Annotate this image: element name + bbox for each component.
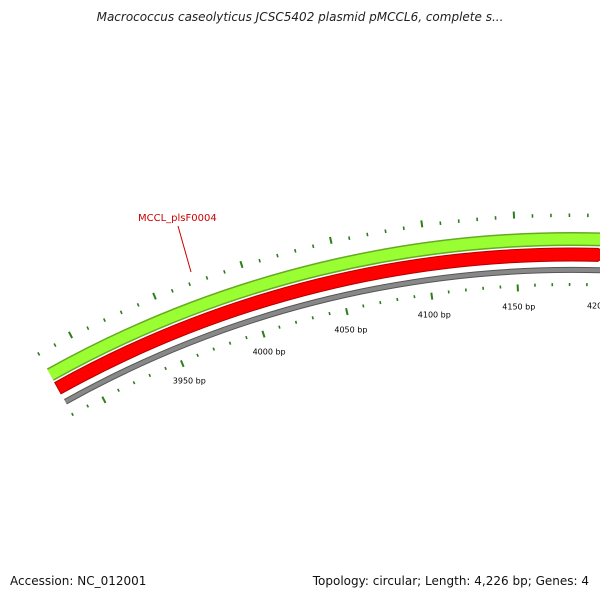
gene-label: MCCL_plsF0004 bbox=[138, 213, 217, 224]
inner-major-tick bbox=[101, 396, 107, 404]
accession-value: NC_012001 bbox=[77, 574, 147, 588]
outer-minor-tick bbox=[119, 310, 123, 315]
inner-tick-marks bbox=[71, 283, 588, 417]
accession-info: Accession: NC_012001 bbox=[10, 574, 146, 588]
outer-minor-tick bbox=[223, 269, 226, 274]
outer-minor-tick bbox=[86, 326, 90, 331]
tick-labels: 3950 bp 4000 bp 4050 bp 4100 bp 4150 bp 4200 … bbox=[173, 302, 600, 386]
gene-track bbox=[54, 247, 600, 395]
outer-major-tick bbox=[420, 220, 424, 228]
inner-minor-tick bbox=[396, 297, 399, 302]
genes-label: Genes: bbox=[535, 574, 578, 588]
length-label: Length: bbox=[425, 574, 471, 588]
genes-value: 4 bbox=[581, 574, 589, 588]
inner-major-tick bbox=[430, 292, 434, 300]
outer-minor-tick bbox=[348, 236, 351, 241]
gc-content-track bbox=[46, 232, 600, 381]
topology-value: circular bbox=[372, 574, 418, 588]
outer-minor-tick bbox=[311, 244, 315, 249]
tick-label-3950: 3950 bp bbox=[173, 377, 206, 386]
inner-major-tick bbox=[261, 330, 266, 338]
outer-minor-tick bbox=[103, 318, 106, 323]
outer-minor-tick bbox=[188, 282, 191, 287]
outer-minor-tick bbox=[276, 253, 279, 258]
inner-major-tick bbox=[345, 307, 349, 316]
inner-minor-tick bbox=[71, 412, 74, 417]
genome-summary: Topology: circular; Length: 4,226 bp; Ge… bbox=[312, 574, 589, 588]
outer-minor-tick bbox=[53, 343, 57, 347]
length-value: 4,226 bp bbox=[474, 574, 528, 588]
outer-major-tick bbox=[329, 236, 333, 244]
tick-label-4050: 4050 bp bbox=[334, 326, 367, 335]
gene-label-group: MCCL_plsF0004 bbox=[138, 213, 217, 273]
inner-minor-tick bbox=[362, 304, 365, 308]
inner-minor-tick bbox=[328, 311, 331, 316]
outer-minor-tick bbox=[205, 275, 209, 280]
tick-label-4000: 4000 bp bbox=[253, 348, 286, 357]
inner-minor-tick bbox=[164, 366, 167, 371]
gene-label-leader-line bbox=[177, 225, 192, 273]
outer-minor-tick bbox=[384, 229, 387, 234]
inner-minor-tick bbox=[294, 320, 298, 324]
inner-minor-tick bbox=[196, 353, 199, 357]
outer-minor-tick bbox=[402, 226, 405, 231]
outer-major-tick bbox=[68, 331, 74, 339]
inner-minor-tick bbox=[117, 388, 120, 392]
tick-label-4150: 4150 bp bbox=[502, 302, 535, 311]
outer-major-tick bbox=[152, 292, 157, 300]
outer-minor-tick bbox=[294, 248, 297, 253]
backbone-ring-edge bbox=[63, 267, 600, 405]
backbone-ring bbox=[63, 267, 600, 405]
outer-minor-tick bbox=[170, 288, 174, 293]
inner-minor-tick bbox=[311, 316, 314, 320]
tick-label-4100: 4100 bp bbox=[418, 311, 451, 320]
inner-minor-tick bbox=[86, 404, 90, 408]
gene-arrow-mccl-plsf0004 bbox=[54, 247, 600, 395]
inner-minor-tick bbox=[228, 341, 232, 345]
outer-minor-tick bbox=[366, 232, 369, 237]
outer-minor-tick bbox=[37, 351, 41, 356]
outer-major-tick bbox=[239, 260, 244, 269]
gc-content-band bbox=[47, 233, 600, 380]
map-title: Macrococcus caseolyticus JCSC5402 plasmi… bbox=[96, 10, 504, 24]
outer-minor-tick bbox=[258, 258, 261, 263]
tick-label-4200: 4200 bp bbox=[587, 302, 600, 311]
outer-minor-tick bbox=[136, 302, 140, 307]
inner-minor-tick bbox=[148, 373, 152, 378]
inner-minor-tick bbox=[212, 347, 216, 351]
inner-minor-tick bbox=[379, 300, 382, 305]
outer-tick-marks bbox=[37, 211, 589, 356]
topology-label: Topology: bbox=[312, 574, 369, 588]
inner-minor-tick bbox=[132, 381, 136, 385]
inner-minor-tick bbox=[245, 335, 248, 340]
accession-label: Accession: bbox=[10, 574, 74, 588]
backbone-ring-core bbox=[64, 268, 600, 404]
inner-major-tick bbox=[180, 359, 185, 368]
inner-minor-tick bbox=[278, 325, 281, 329]
